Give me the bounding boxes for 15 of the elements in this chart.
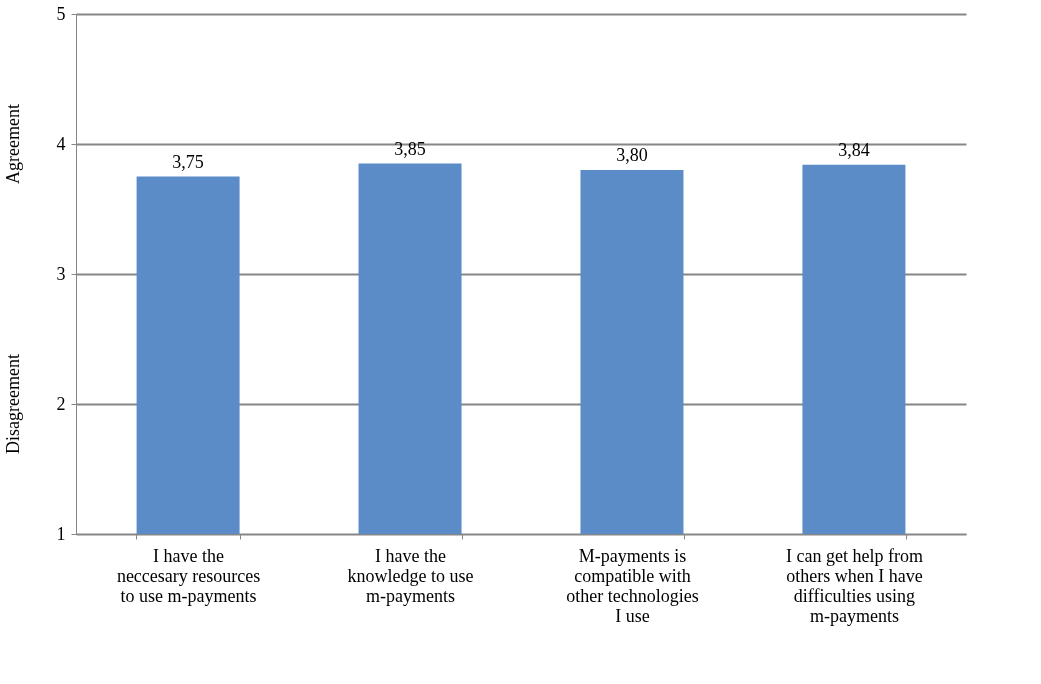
y-tick-label: 3 bbox=[56, 263, 66, 284]
y-tick-label: 2 bbox=[56, 393, 66, 414]
text: Agreement bbox=[3, 104, 23, 184]
x-tick-label: M-payments is compatible with other technologies I use bbox=[566, 545, 699, 626]
y-tick-label: 1 bbox=[56, 523, 66, 544]
data-label: 3,80 bbox=[616, 145, 648, 165]
data-label: 3,84 bbox=[838, 139, 870, 160]
data-label: 3,75 bbox=[172, 151, 204, 172]
y-tick-label: 4 bbox=[56, 133, 66, 154]
text: Disagreement bbox=[3, 354, 23, 454]
x-tick-label: I can get help from others when I have difficulties using m-payments bbox=[785, 545, 923, 626]
x-tick-label: I have the neccesary resources to use m-payments bbox=[116, 545, 261, 606]
y-tick-label: 5 bbox=[56, 3, 66, 24]
x-tick-label: I have the knowledge to use m-payments bbox=[347, 545, 474, 606]
data-label: 3,85 bbox=[394, 138, 426, 159]
